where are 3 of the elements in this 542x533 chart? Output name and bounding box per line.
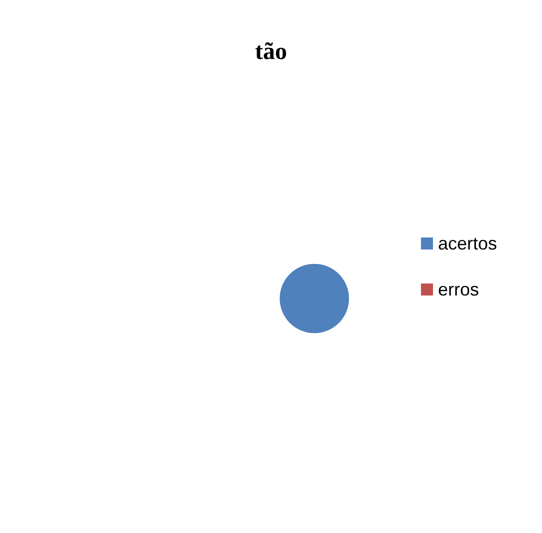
legend-label: erros [438,280,479,300]
legend-label: acertos [438,234,498,254]
chart-title: tão [255,39,287,65]
